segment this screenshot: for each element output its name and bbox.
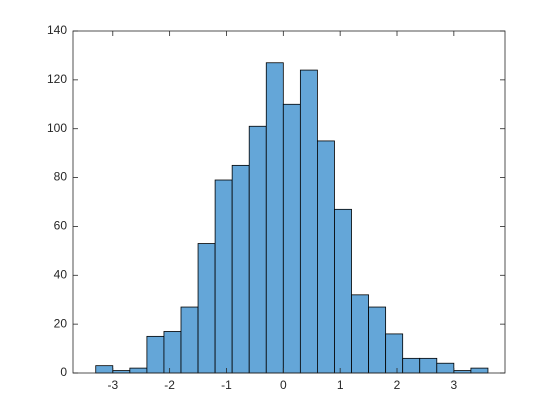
x-tick-label: -3 <box>107 378 118 392</box>
bar <box>231 164 250 374</box>
bar <box>197 243 216 374</box>
bar <box>317 140 335 374</box>
x-tick-label: -1 <box>221 378 232 392</box>
y-tick-label: 120 <box>47 72 67 86</box>
bar <box>180 306 199 374</box>
bar <box>146 335 165 374</box>
bar <box>265 62 284 374</box>
bar <box>402 357 421 374</box>
x-tick-label: 2 <box>394 378 401 392</box>
bar <box>470 367 489 374</box>
y-tick-label: 40 <box>54 267 68 281</box>
bar <box>334 208 352 374</box>
bar <box>385 333 404 374</box>
bar <box>282 103 301 374</box>
x-tick-label: 1 <box>337 378 344 392</box>
bar <box>248 125 267 374</box>
bar <box>436 362 455 374</box>
bar <box>299 69 318 374</box>
y-tick-label: 80 <box>54 170 68 184</box>
y-tick-label: 60 <box>54 219 68 233</box>
y-tick-label: 20 <box>54 316 68 330</box>
bar <box>351 294 369 374</box>
y-tick-label: 100 <box>47 121 67 135</box>
bar <box>95 365 114 374</box>
bar <box>419 357 438 374</box>
bar <box>214 179 233 374</box>
x-tick-label: -2 <box>164 378 175 392</box>
bar <box>129 367 148 374</box>
axes-box <box>72 30 506 374</box>
x-tick-label: 3 <box>450 378 457 392</box>
bar <box>163 331 182 374</box>
x-tick-label: 0 <box>280 378 287 392</box>
y-tick-label: 140 <box>47 23 67 37</box>
y-tick-label: 0 <box>60 365 67 379</box>
bar <box>368 306 387 374</box>
